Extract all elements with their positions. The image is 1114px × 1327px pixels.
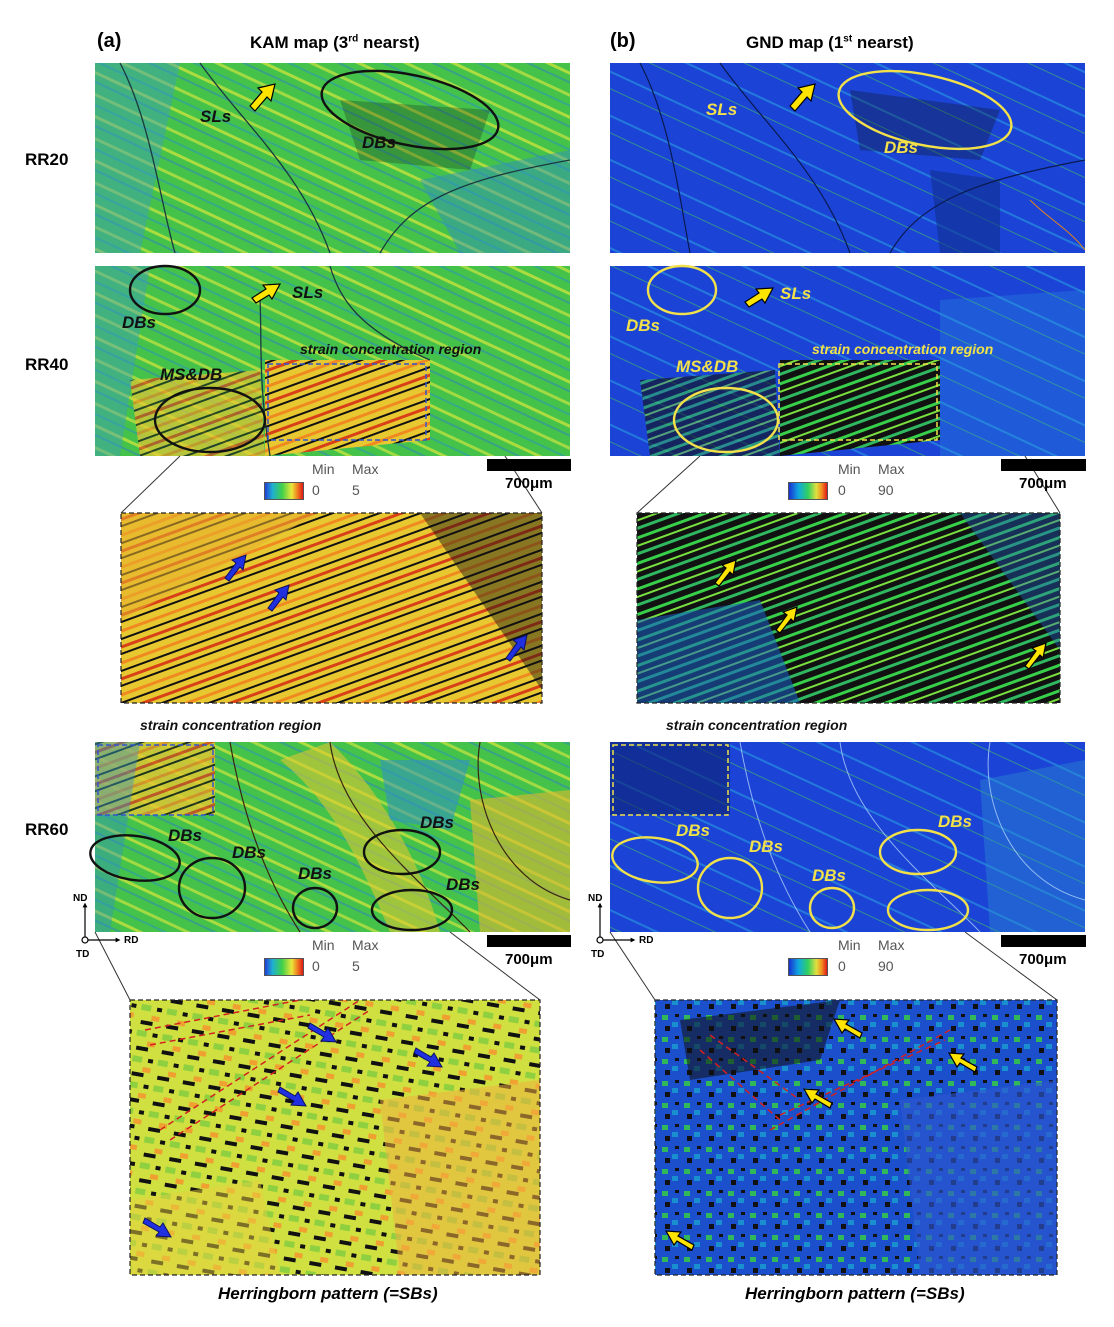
row-label-rr40: RR40 <box>25 355 69 374</box>
axis-td-label-a: TD <box>76 949 90 960</box>
kam-blue-arrows <box>142 554 528 1238</box>
gnd-scale-label-1: 700μm <box>1019 475 1067 492</box>
gnd-rr40-strain-label: strain concentration region <box>812 341 994 357</box>
panel-b-title-text: GND map (1 <box>746 33 844 52</box>
gnd-colorbar-2 <box>788 958 828 976</box>
gnd-map-rr40 <box>610 266 1085 456</box>
kam-cb-max-label-1: Max <box>352 461 379 477</box>
kam-rr60-dbs-3: DBs <box>298 864 333 883</box>
gnd-rr40-sls-label: SLs <box>780 284 812 303</box>
kam-rr60-dbs-2: DBs <box>232 843 267 862</box>
kam-colorbar-2 <box>264 958 304 976</box>
gnd-map-rr60-zoom <box>654 999 1058 1276</box>
kam-cb-min-1: 0 <box>312 482 320 498</box>
axis-rd-label-b: RD <box>639 935 654 946</box>
gnd-rr60-dbs-4: DBs <box>938 812 973 831</box>
gnd-map-rr20 <box>610 62 1086 254</box>
kam-map-rr40 <box>95 265 570 457</box>
kam-cb-min-label-2: Min <box>312 937 335 953</box>
gnd-cb-min-label-2: Min <box>838 937 861 953</box>
gnd-cb-max-label-1: Max <box>878 461 905 477</box>
axes-b <box>596 902 636 944</box>
panel-a-title-text: KAM map (3 <box>250 33 349 52</box>
gnd-cb-min-label-1: Min <box>838 461 861 477</box>
kam-rr60-dbs-1: DBs <box>168 826 203 845</box>
kam-rr60-dbs-4: DBs <box>420 813 455 832</box>
kam-rr40-dbs-label: DBs <box>122 313 157 332</box>
kam-cb-min-2: 0 <box>312 958 320 974</box>
kam-rr20-sls-label: SLs <box>200 107 232 126</box>
axes-a <box>81 902 121 944</box>
gnd-rr60-dbs-1: DBs <box>676 821 711 840</box>
kam-yellow-arrows <box>249 83 282 304</box>
gnd-rr20-dbs-label: DBs <box>884 138 919 157</box>
kam-rr40-sls-label: SLs <box>292 283 324 302</box>
gnd-rr60-strain-label: strain concentration region <box>666 717 848 733</box>
axis-nd-label-b: ND <box>588 893 603 904</box>
gnd-scalebar-2 <box>1001 935 1086 947</box>
kam-cb-max-1: 5 <box>352 482 360 498</box>
kam-ellipses <box>89 69 500 932</box>
kam-scale-label-2: 700μm <box>505 951 553 968</box>
gnd-rr40-dbs-label: DBs <box>626 316 661 335</box>
gnd-ellipses <box>611 69 1013 932</box>
caption-a: Herringborn pattern (=SBs) <box>218 1284 438 1303</box>
kam-map-rr60 <box>95 741 571 933</box>
kam-rr40-msdb-label: MS&DB <box>160 365 223 384</box>
gnd-map-rr40-zoom <box>636 512 1061 704</box>
axis-nd-label-a: ND <box>73 893 88 904</box>
gnd-rr40-msdb-label: MS&DB <box>676 357 739 376</box>
caption-b: Herringborn pattern (=SBs) <box>745 1284 965 1303</box>
gnd-cb-max-2: 90 <box>878 958 894 974</box>
kam-cb-max-2: 5 <box>352 958 360 974</box>
kam-colorbar-1 <box>264 482 304 500</box>
kam-rr20-dbs-label: DBs <box>362 133 397 152</box>
gnd-yellow-arrows <box>664 83 1047 1251</box>
kam-map-rr20 <box>95 62 571 254</box>
gnd-cb-min-2: 0 <box>838 958 846 974</box>
gnd-cb-max-1: 90 <box>878 482 894 498</box>
kam-map-rr40-zoom <box>120 512 543 704</box>
kam-map-rr60-zoom <box>129 999 541 1276</box>
panel-b-label: (b) <box>610 30 636 52</box>
row-label-rr60: RR60 <box>25 820 69 839</box>
gnd-rr60-dbs-3: DBs <box>812 866 847 885</box>
gnd-cb-min-1: 0 <box>838 482 846 498</box>
panel-a-label: (a) <box>97 30 122 52</box>
kam-rr60-strain-label: strain concentration region <box>140 717 322 733</box>
axis-td-label-b: TD <box>591 949 605 960</box>
gnd-cb-max-label-2: Max <box>878 937 905 953</box>
kam-scalebar-2 <box>487 935 571 947</box>
gnd-scalebar-1 <box>1001 459 1086 471</box>
gnd-map-rr60 <box>610 741 1086 933</box>
panel-a-title-end: nearst) <box>358 33 420 52</box>
kam-rr60-dbs-5: DBs <box>446 875 481 894</box>
panel-b-title: GND map (1st nearst) <box>746 33 914 53</box>
panel-a-title-sup: rd <box>348 33 359 45</box>
kam-scalebar-1 <box>487 459 571 471</box>
kam-cb-min-label-1: Min <box>312 461 335 477</box>
kam-cb-max-label-2: Max <box>352 937 379 953</box>
axis-rd-label-a: RD <box>124 935 139 946</box>
kam-scale-label-1: 700μm <box>505 475 553 492</box>
gnd-rr20-sls-label: SLs <box>706 100 738 119</box>
gnd-rr60-dbs-2: DBs <box>749 837 784 856</box>
panel-b-title-sup: st <box>843 33 853 45</box>
kam-rr40-strain-label: strain concentration region <box>300 341 482 357</box>
row-label-rr20: RR20 <box>25 150 69 169</box>
gnd-scale-label-2: 700μm <box>1019 951 1067 968</box>
panel-b-title-end: nearst) <box>852 33 914 52</box>
gnd-colorbar-1 <box>788 482 828 500</box>
panel-a-title: KAM map (3rd nearst) <box>250 33 420 53</box>
